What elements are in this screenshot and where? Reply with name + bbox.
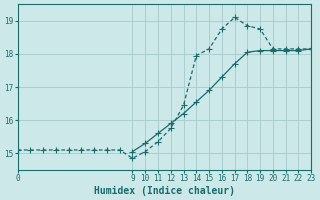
X-axis label: Humidex (Indice chaleur): Humidex (Indice chaleur)	[94, 186, 235, 196]
